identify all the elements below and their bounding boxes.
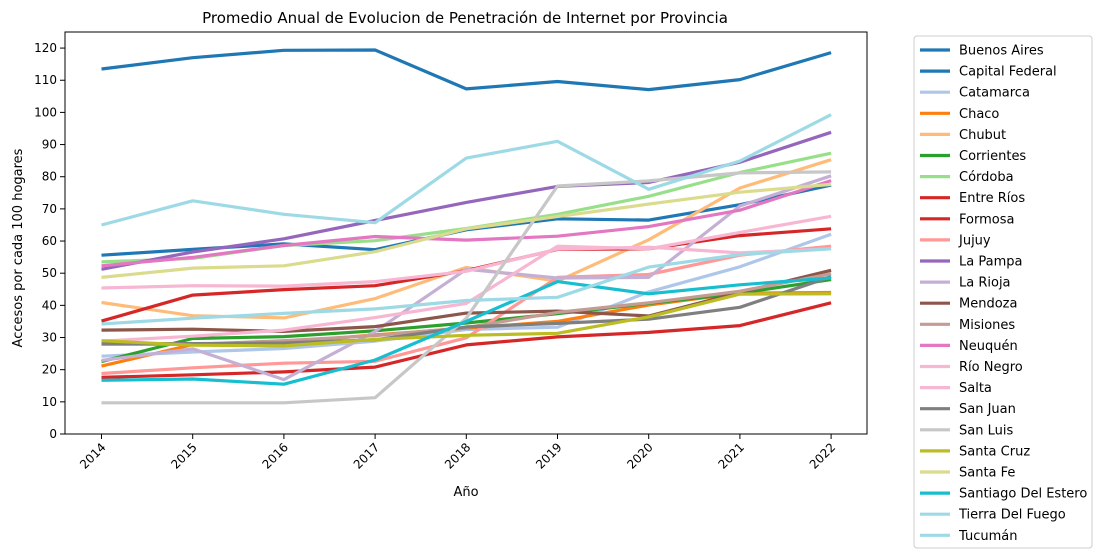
series-line-neuqu-n [101,179,832,268]
x-tick-label: 2020 [624,440,655,471]
series-line-r-o-negro [101,214,832,343]
legend-label: Mendoza [959,297,1017,312]
legend-label: Catamarca [959,86,1030,101]
series-line-san-luis [101,170,832,405]
legend-label: Misiones [959,318,1015,333]
series-line-santa-cruz [101,292,832,348]
y-tick-label: 110 [34,73,57,87]
series-line-san-juan [101,275,832,346]
series-line-santa-fe [101,182,832,279]
y-tick-label: 50 [42,266,57,280]
series-line-la-pampa [101,130,832,271]
y-tick-label: 40 [42,298,57,312]
legend-label: Córdoba [959,170,1014,185]
legend-label: Salta [959,381,992,396]
x-tick-label: 2016 [260,440,291,471]
plot-lines [101,48,832,405]
y-tick-label: 100 [34,105,57,119]
series-line-tierra-del-fuego [101,247,832,326]
legend-label: Chaco [959,107,999,122]
legend-label: San Juan [959,402,1016,417]
legend-label: Buenos Aires [959,44,1044,59]
legend-label: Corrientes [959,149,1026,164]
x-tick-label: 2017 [351,440,382,471]
y-tick-label: 60 [42,234,57,248]
x-tick-label: 2014 [77,440,108,471]
series-line-capital-federal [101,48,832,92]
y-tick-label: 90 [42,138,57,152]
legend-label: Capital Federal [959,65,1057,80]
legend-label: Jujuy [958,233,991,248]
legend-label: Entre Ríos [959,191,1025,206]
y-axis: 0 10 20 30 40 50 60 70 80 90 100 110 120 [34,41,65,441]
legend-label: Santa Fe [959,466,1015,481]
series-line-tucum-n [101,113,832,227]
legend-label: La Rioja [959,276,1011,291]
y-axis-label: Accesos por cada 100 hogares [11,148,26,347]
y-tick-label: 10 [42,395,57,409]
x-tick-label: 2019 [533,440,564,471]
y-tick-label: 30 [42,331,57,345]
series-line-jujuy [101,244,832,376]
chart-title: Promedio Anual de Evolucion de Penetraci… [202,9,728,27]
y-tick-label: 0 [49,427,57,441]
y-tick-label: 20 [42,363,57,377]
legend: Buenos Aires Capital Federal Catamarca Chac… [913,35,1093,549]
y-tick-label: 80 [42,170,57,184]
y-tick-label: 120 [34,41,57,55]
legend-label: San Luis [959,423,1013,438]
x-tick-label: 2018 [442,440,473,471]
series-line-salta [101,245,832,290]
series-line-santiago-del-estero [101,276,832,386]
x-axis: 2014 2015 2016 2017 2018 2019 2020 2021 2022 [77,434,838,472]
legend-label: Chubut [959,128,1006,143]
series-line-entre-r-os [101,227,832,323]
legend-label: La Pampa [959,255,1022,270]
legend-label: Santiago Del Estero [959,487,1087,502]
legend-label: Neuquén [959,339,1018,354]
legend-label: Tierra Del Fuego [958,508,1066,523]
series-line-formosa [101,301,832,379]
legend-frame [913,35,1093,549]
legend-label: Formosa [959,212,1014,227]
x-tick-label: 2022 [807,440,838,471]
series-line-la-rioja [101,174,832,382]
x-tick-label: 2015 [168,440,199,471]
legend-label: Santa Cruz [959,444,1030,459]
legend-label: Río Negro [959,360,1023,375]
y-tick-label: 70 [42,202,57,216]
legend-label: Tucumán [958,529,1017,544]
x-axis-label: Año [453,485,478,500]
x-tick-label: 2021 [716,440,747,471]
